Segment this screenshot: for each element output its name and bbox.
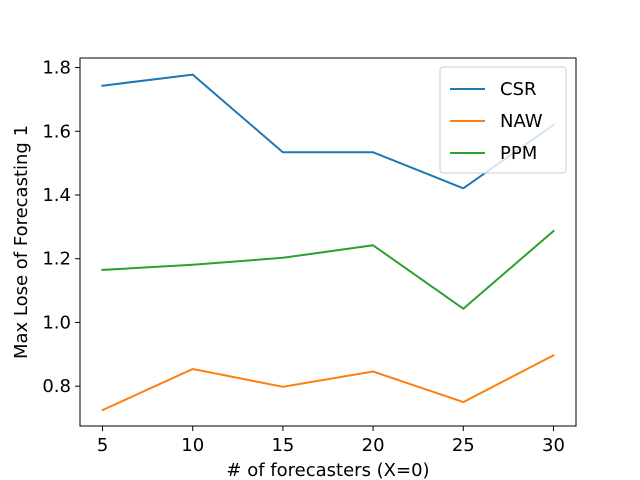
legend: CSR NAW PPM — [439, 66, 567, 174]
legend-box — [439, 66, 567, 174]
series-line-naw — [101, 353, 555, 412]
x-tick-label: 30 — [542, 435, 565, 456]
legend-label-naw: NAW — [500, 111, 543, 132]
series-layer — [101, 73, 555, 412]
legend-label-csr: CSR — [500, 79, 537, 100]
y-tick-label: 0.8 — [42, 376, 71, 397]
plot-frame — [79, 57, 577, 427]
y-tick-label: 1.4 — [42, 185, 71, 206]
x-tick-label: 25 — [452, 435, 475, 456]
series-line-csr — [101, 73, 555, 190]
x-axis-ticks: 5 10 15 20 25 30 — [97, 426, 565, 456]
y-tick-label: 1.8 — [42, 58, 71, 79]
y-tick-label: 1.2 — [42, 249, 71, 270]
y-tick-label: 1.0 — [42, 312, 71, 333]
y-axis-ticks: 0.8 1.0 1.2 1.4 1.6 1.8 — [42, 58, 80, 397]
y-tick-label: 1.6 — [42, 121, 71, 142]
x-tick-label: 15 — [271, 435, 294, 456]
x-axis-label: # of forecasters (X=0) — [226, 460, 429, 480]
x-tick-label: 20 — [362, 435, 385, 456]
legend-label-ppm: PPM — [500, 143, 537, 164]
x-tick-label: 5 — [97, 435, 108, 456]
y-axis-label: Max Lose of Forecasting 1 — [11, 125, 32, 359]
x-tick-label: 10 — [181, 435, 204, 456]
series-line-ppm — [101, 229, 555, 310]
